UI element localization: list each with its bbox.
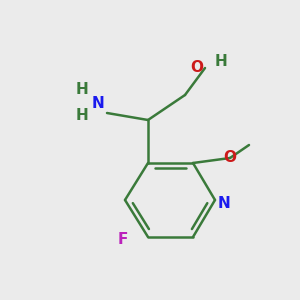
Text: O: O	[224, 151, 236, 166]
Text: N: N	[92, 95, 104, 110]
Text: H: H	[75, 109, 88, 124]
Text: H: H	[75, 82, 88, 98]
Text: O: O	[190, 61, 203, 76]
Text: N: N	[218, 196, 231, 211]
Text: H: H	[215, 55, 228, 70]
Text: F: F	[118, 232, 128, 247]
